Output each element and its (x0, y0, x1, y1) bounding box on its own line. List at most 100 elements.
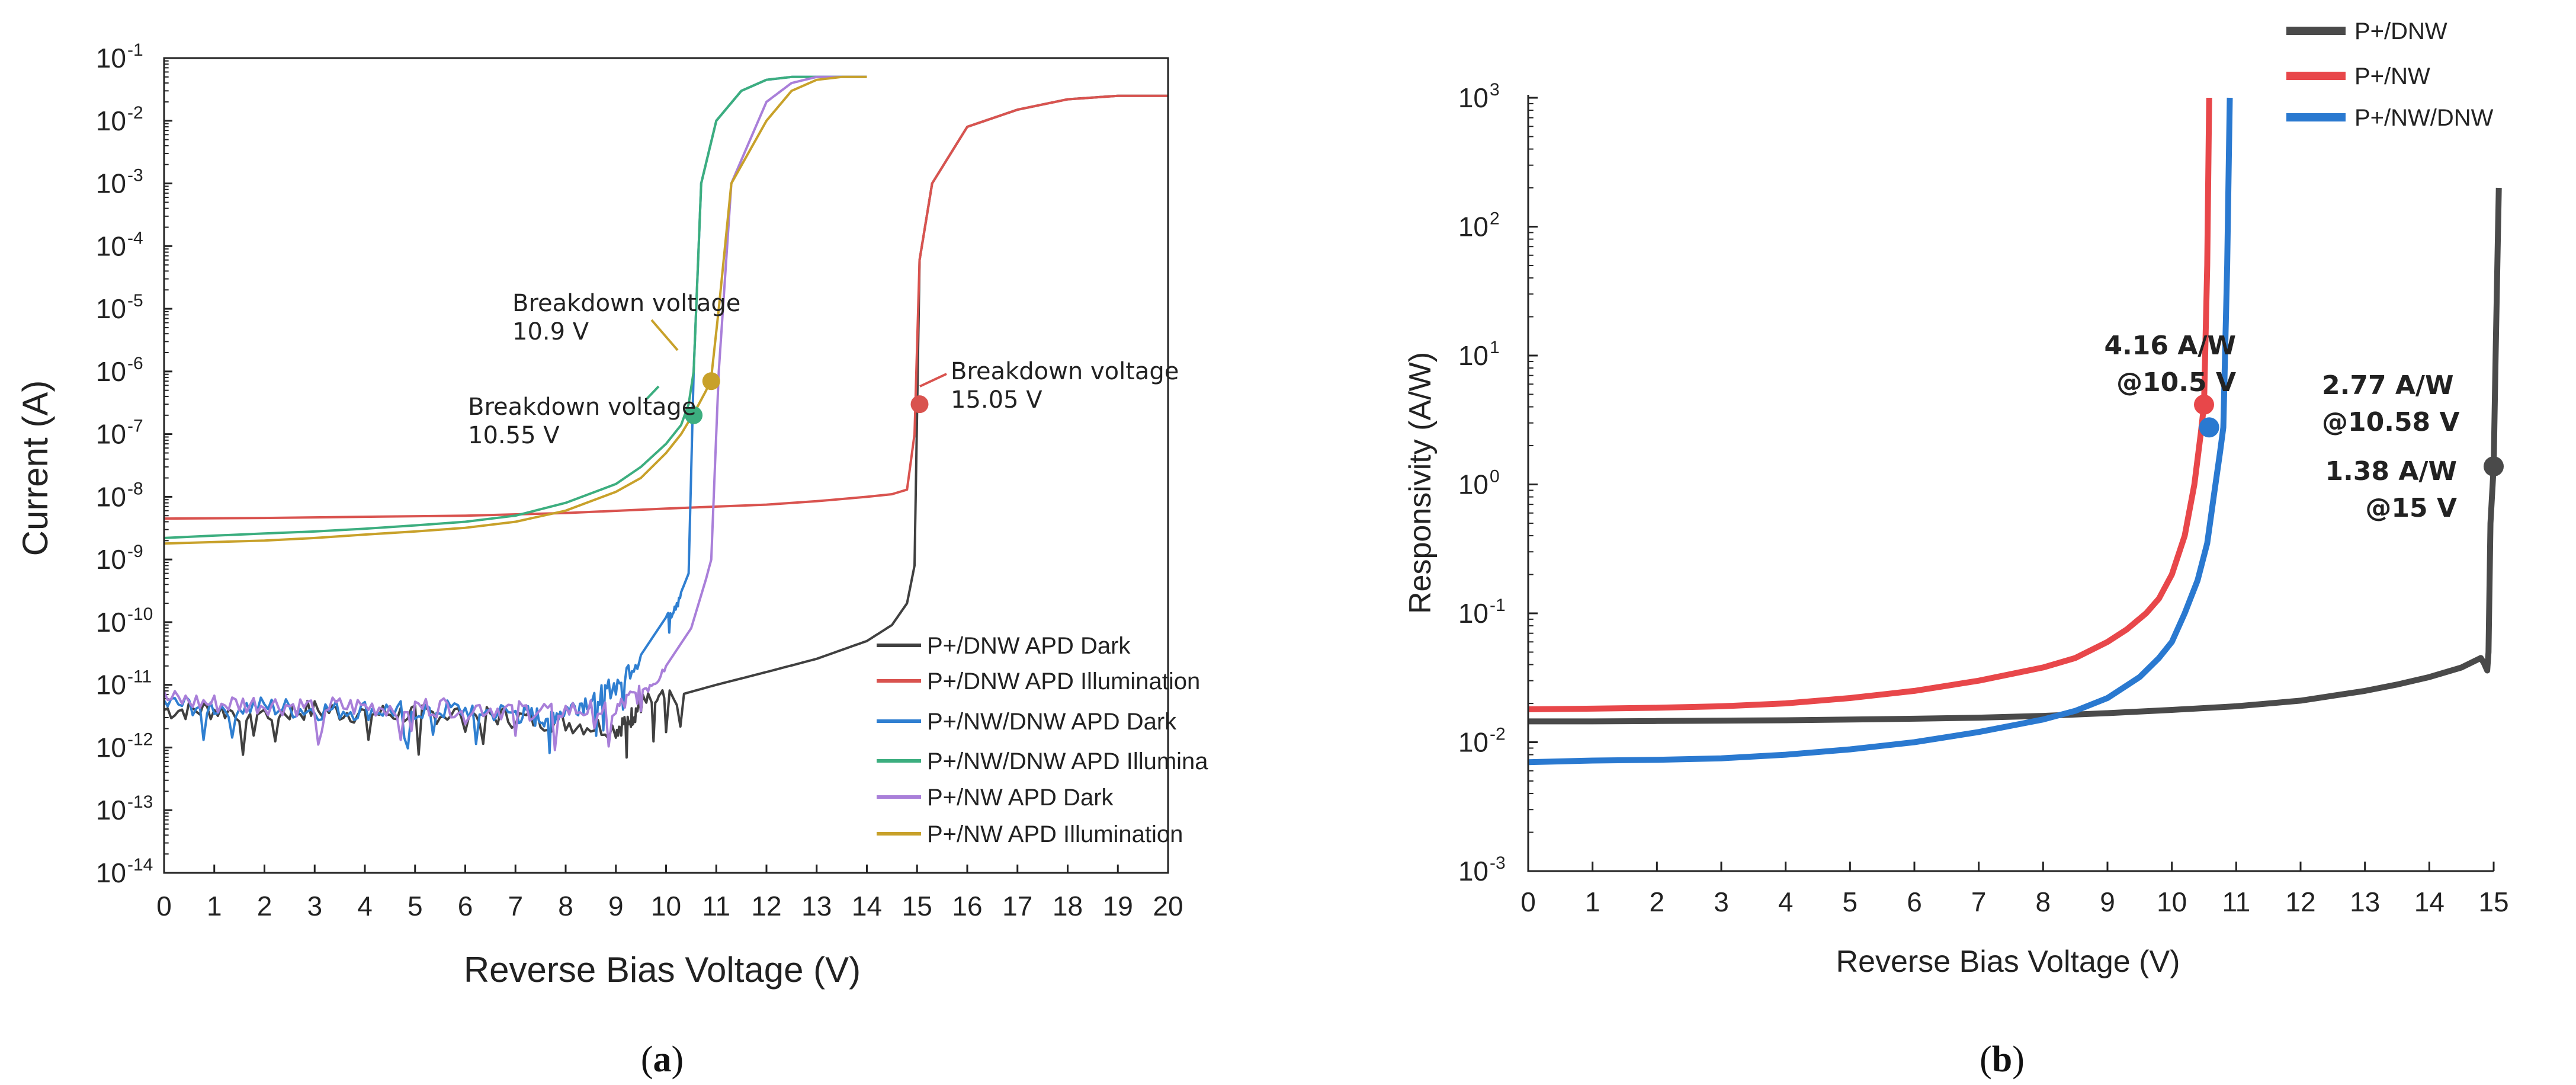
panel-b-series (1528, 97, 2502, 766)
panel-a-x-axis-title: Reverse Bias Voltage (V) (464, 950, 861, 990)
series-line-5 (164, 75, 867, 751)
series-line-2 (164, 94, 1168, 520)
x-tick-label: 9 (608, 891, 624, 921)
y-tick-exponent: -3 (1490, 853, 1506, 873)
annotation-text: Breakdown voltage (512, 290, 740, 317)
y-tick-exponent: -7 (127, 417, 143, 436)
x-tick-label: 11 (702, 891, 730, 921)
panel-b-caption: (b) (1980, 1039, 2025, 1080)
y-tick-label: 10 (96, 481, 126, 512)
x-tick-label: 15 (902, 891, 932, 921)
y-tick-exponent: -12 (127, 729, 153, 749)
x-tick-label: 17 (1002, 891, 1032, 921)
x-tick-label: 20 (1153, 891, 1183, 921)
panel-a-series (164, 75, 1168, 759)
annotation-text: @15 V (2365, 493, 2457, 523)
annotation-text: 4.16 A/W (2104, 331, 2236, 361)
legend-a-label-5: P+/NW APD Dark (927, 785, 1114, 811)
series-line-3 (1528, 97, 2233, 766)
x-tick-label: 9 (2100, 886, 2115, 917)
x-tick-label: 10 (2157, 886, 2187, 917)
x-tick-label: 10 (651, 891, 681, 921)
y-tick-exponent: -10 (127, 604, 153, 624)
annotation-marker (2484, 456, 2504, 477)
y-tick-label: 10 (96, 43, 126, 73)
y-tick-exponent: 1 (1490, 338, 1500, 357)
x-tick-label: 13 (2350, 886, 2380, 917)
annotation-marker (702, 372, 720, 391)
x-tick-label: 6 (458, 891, 473, 921)
y-tick-exponent: -8 (127, 479, 143, 498)
x-tick-label: 4 (357, 891, 373, 921)
x-tick-label: 0 (156, 891, 172, 921)
x-tick-label: 0 (1520, 886, 1536, 917)
x-tick-label: 8 (2036, 886, 2051, 917)
y-tick-label: 10 (1458, 82, 1489, 113)
panel-b-axes (1527, 95, 2494, 872)
x-tick-label: 2 (257, 891, 272, 921)
annotation-marker (2199, 417, 2219, 438)
annotation-text: Breakdown voltage (951, 358, 1179, 385)
y-tick-label: 10 (96, 857, 126, 888)
panel-b-x-axis-title: Reverse Bias Voltage (V) (1836, 945, 2180, 979)
legend-a-label-2: P+/DNW APD Illumination (927, 668, 1200, 694)
panel-b-annotations: 4.16 A/W @10.5 V 2.77 A/W @10.58 V 1.38 A/W @… (2104, 331, 2504, 523)
y-tick-label: 10 (96, 419, 126, 450)
panel-a-caption: (a) (641, 1039, 684, 1080)
y-tick-exponent: -13 (127, 792, 153, 812)
y-tick-exponent: -5 (127, 291, 143, 311)
annotation-text: 15.05 V (951, 386, 1042, 414)
y-tick-exponent: -2 (127, 103, 143, 123)
y-tick-exponent: 2 (1490, 209, 1500, 229)
panel-a-y-axis-title: Current (A) (15, 380, 55, 556)
x-tick-label: 15 (2478, 886, 2508, 917)
y-tick-exponent: -6 (127, 354, 143, 373)
legend-b-label-1: P+/DNW (2354, 18, 2447, 44)
legend-a-label-1: P+/DNW APD Dark (927, 633, 1131, 659)
annotation-text: 10.55 V (468, 422, 560, 449)
x-tick-label: 16 (952, 891, 982, 921)
x-tick-label: 14 (2414, 886, 2445, 917)
y-tick-label: 10 (96, 795, 126, 825)
y-tick-label: 10 (1458, 469, 1489, 500)
series-line-1 (1528, 187, 2502, 725)
x-tick-label: 12 (751, 891, 781, 921)
x-tick-label: 7 (1971, 886, 1987, 917)
x-tick-label: 3 (1714, 886, 1729, 917)
series-line-4 (164, 75, 867, 539)
annotation-leader (919, 373, 947, 388)
y-tick-exponent: -9 (127, 542, 143, 561)
annotation-text: 1.38 A/W (2325, 456, 2457, 487)
y-tick-exponent: -11 (127, 667, 152, 687)
y-tick-label: 10 (1458, 727, 1489, 758)
x-tick-label: 2 (1650, 886, 1665, 917)
x-tick-label: 11 (2222, 886, 2250, 917)
y-tick-label: 10 (96, 105, 126, 136)
y-tick-exponent: -4 (127, 228, 143, 248)
y-tick-label: 10 (96, 168, 126, 199)
x-tick-label: 6 (1907, 886, 1922, 917)
y-tick-label: 10 (96, 293, 126, 324)
legend-b-label-3: P+/NW/DNW (2354, 105, 2494, 131)
legend-a-label-4: P+/NW/DNW APD Illumina (927, 748, 1208, 774)
annotation-marker (685, 406, 703, 424)
series-line-6 (164, 75, 867, 545)
y-tick-label: 10 (96, 231, 126, 261)
y-tick-label: 10 (96, 670, 126, 700)
series-line-2 (1528, 97, 2212, 712)
annotation-text: 2.77 A/W (2322, 370, 2454, 401)
panel-a-legend: P+/DNW APD Dark P+/DNW APD Illumination … (877, 633, 1208, 847)
annotation-leader (646, 385, 660, 400)
x-tick-label: 4 (1778, 886, 1794, 917)
x-tick-label: 19 (1103, 891, 1133, 921)
x-tick-label: 5 (1843, 886, 1858, 917)
legend-a-label-6: P+/NW APD Illumination (927, 821, 1183, 847)
x-tick-label: 18 (1053, 891, 1083, 921)
legend-b-label-2: P+/NW (2354, 63, 2430, 89)
annotation-text: @10.58 V (2322, 407, 2460, 437)
